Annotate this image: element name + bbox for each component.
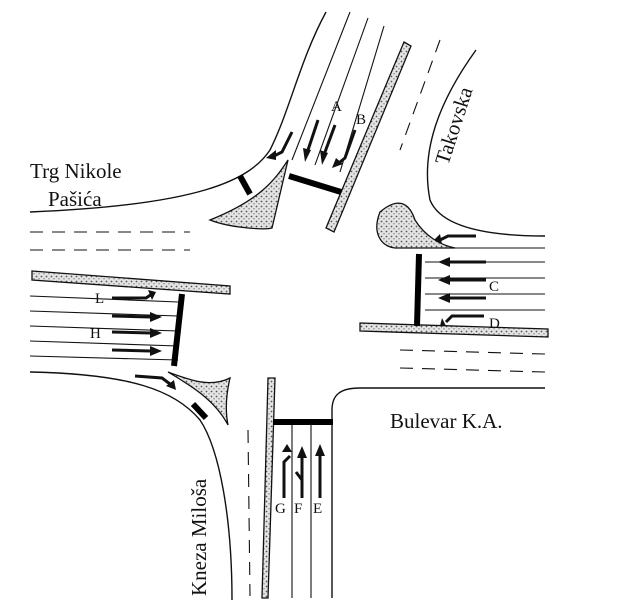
street-label-trg-line1: Trg Nikole [30,159,122,183]
north-lane-line-2 [314,17,369,166]
east-stop-bar [414,253,422,327]
west-median-island [31,270,231,295]
west-lane-line-1 [29,295,179,303]
lane-label-c: C [489,279,499,295]
lane-arrow-h-2 [111,328,162,338]
lane-label-a: A [331,99,342,115]
lane-label-d: D [489,316,500,332]
lane-label-e: E [313,501,322,517]
lane-label-g: G [275,501,286,517]
street-label-trg-line2: Pašića [48,187,102,211]
lane-arrow-e-straight [315,444,325,498]
north-road-left-edge [29,11,327,213]
lane-arrow-h-3 [111,346,162,356]
west-road-bottom-edge [29,371,233,601]
lane-arrow-l-right [112,290,156,300]
east-dash-1 [399,349,546,355]
north-median-island [325,41,412,233]
lane-label-l: L [95,291,104,307]
lane-arrow-g-left [282,444,292,498]
lane-arrow-b-right [332,129,357,168]
lane-arrow-north-left [266,131,294,160]
lane-arrow-west-right-turn [134,374,176,390]
east-median-island [359,322,549,338]
lane-arrow-a2-straight [320,124,337,165]
north-stop-bar [288,173,342,195]
north-corner-island [208,159,289,230]
street-label-kneza: Kneza Miloša [187,478,211,596]
west-lane-line-4 [29,340,179,347]
west-lane-line-3 [29,325,179,332]
lane-arrow-f-straight-left [294,446,307,498]
street-label-bulevar: Bulevar K.A. [390,409,503,433]
west-right-stop-bar [190,401,209,421]
southwest-corner-island [167,371,231,426]
lane-arrow-a-straight [303,119,320,162]
north-lane-line-1 [291,11,351,161]
lane-label-f: F [294,501,302,517]
lane-label-b: B [356,112,366,128]
lane-arrow-c-2 [438,275,486,285]
south-dash [247,429,251,597]
lane-label-h: H [90,326,101,342]
street-label-takovska: Takovska [430,83,478,167]
lane-arrow-east-left-turn [434,234,476,244]
north-east-dashes [399,39,441,151]
lane-arrow-d-right [440,314,484,326]
lane-arrow-h-1 [111,312,162,322]
north-road-right-edge [426,49,546,237]
west-stop-bar [171,293,185,367]
west-lane-line-5 [29,355,179,361]
northeast-corner-island [376,202,456,249]
south-road-right-edge [331,387,545,598]
north-left-stop-bar [237,174,253,196]
south-median-island [261,377,276,599]
lane-arrow-c-3 [438,293,486,303]
east-dash-2 [399,367,546,373]
lane-arrow-c-1 [438,257,486,267]
